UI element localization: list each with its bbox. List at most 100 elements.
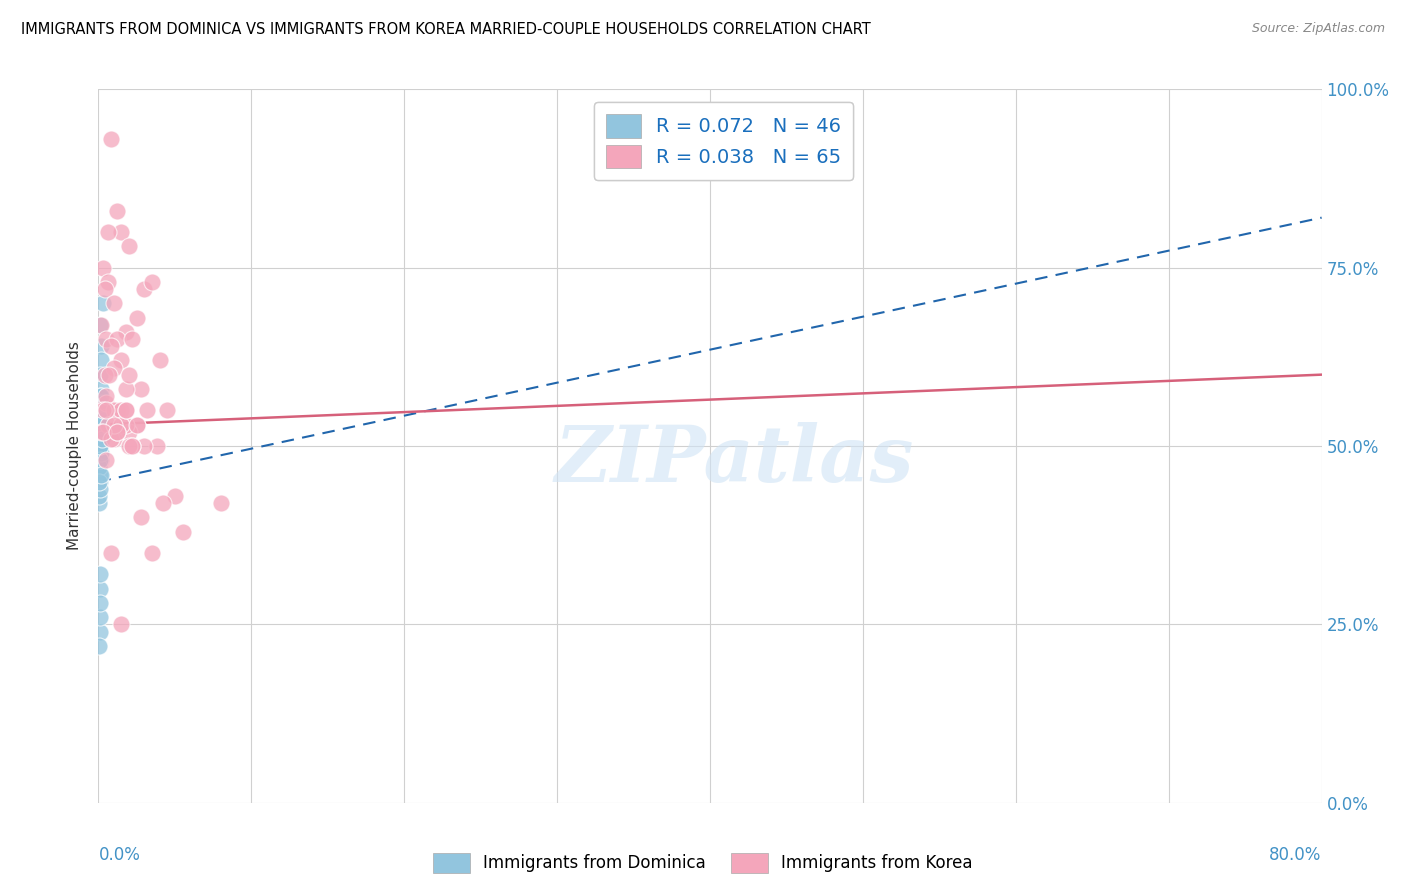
Point: [110, 403, 132, 417]
Point: [134, 282, 156, 296]
Point: [89, 482, 111, 496]
Point: [172, 524, 194, 539]
Point: [125, 417, 148, 432]
Point: [89, 489, 111, 503]
Point: [90, 396, 112, 410]
Point: [89, 425, 111, 439]
Point: [105, 332, 128, 346]
Point: [105, 425, 128, 439]
Point: [94, 403, 117, 417]
Point: [94, 453, 117, 467]
Point: [94, 332, 117, 346]
Point: [89, 368, 111, 382]
Point: [100, 546, 122, 560]
Point: [152, 496, 174, 510]
Point: [89, 403, 111, 417]
Point: [90, 467, 112, 482]
Point: [91, 296, 114, 310]
Text: 80.0%: 80.0%: [1270, 846, 1322, 863]
Point: [105, 425, 128, 439]
Point: [90, 318, 112, 332]
Point: [93, 368, 115, 382]
Point: [89, 439, 111, 453]
Point: [156, 403, 179, 417]
Point: [90, 446, 112, 460]
Point: [141, 546, 163, 560]
Point: [110, 617, 132, 632]
Point: [89, 439, 111, 453]
Point: [121, 439, 143, 453]
Point: [89, 439, 111, 453]
Point: [97, 225, 120, 239]
Point: [89, 439, 111, 453]
Legend: R = 0.072   N = 46, R = 0.038   N = 65: R = 0.072 N = 46, R = 0.038 N = 65: [595, 103, 853, 180]
Point: [125, 417, 148, 432]
Text: ZIPatlas: ZIPatlas: [555, 422, 914, 499]
Point: [89, 439, 111, 453]
Point: [125, 310, 148, 325]
Point: [163, 489, 186, 503]
Point: [129, 382, 152, 396]
Point: [94, 389, 117, 403]
Point: [115, 325, 138, 339]
Point: [89, 475, 111, 489]
Point: [90, 425, 112, 439]
Point: [89, 610, 111, 624]
Point: [136, 403, 159, 417]
Point: [115, 403, 138, 417]
Point: [90, 353, 112, 368]
Legend: Immigrants from Dominica, Immigrants from Korea: Immigrants from Dominica, Immigrants fro…: [426, 847, 980, 880]
Point: [94, 396, 117, 410]
Point: [89, 417, 111, 432]
Point: [89, 567, 111, 582]
Point: [118, 368, 141, 382]
Point: [89, 475, 111, 489]
Point: [89, 460, 111, 475]
Point: [89, 639, 111, 653]
Point: [91, 260, 114, 275]
Point: [91, 425, 114, 439]
Point: [90, 382, 112, 396]
Point: [103, 296, 125, 310]
Point: [103, 403, 125, 417]
Point: [100, 132, 122, 146]
Point: [115, 382, 138, 396]
Point: [100, 339, 122, 353]
Point: [89, 318, 111, 332]
Point: [90, 453, 112, 467]
Point: [89, 582, 111, 596]
Point: [121, 439, 143, 453]
Point: [89, 453, 111, 467]
Point: [105, 203, 128, 218]
Point: [90, 425, 112, 439]
Point: [98, 368, 121, 382]
Point: [141, 275, 163, 289]
Point: [129, 510, 152, 524]
Point: [89, 453, 111, 467]
Point: [134, 439, 156, 453]
Point: [89, 496, 111, 510]
Point: [209, 496, 232, 510]
Point: [90, 339, 112, 353]
Point: [115, 403, 138, 417]
Point: [105, 425, 128, 439]
Point: [91, 432, 114, 446]
Point: [89, 439, 111, 453]
Y-axis label: Married-couple Households: Married-couple Households: [67, 342, 83, 550]
Point: [89, 624, 111, 639]
Point: [103, 417, 125, 432]
Point: [149, 353, 172, 368]
Point: [121, 332, 143, 346]
Point: [118, 239, 141, 253]
Text: IMMIGRANTS FROM DOMINICA VS IMMIGRANTS FROM KOREA MARRIED-COUPLE HOUSEHOLDS CORR: IMMIGRANTS FROM DOMINICA VS IMMIGRANTS F…: [21, 22, 870, 37]
Point: [97, 417, 120, 432]
Point: [100, 432, 122, 446]
Point: [115, 417, 138, 432]
Point: [103, 360, 125, 375]
Point: [91, 403, 114, 417]
Point: [89, 467, 111, 482]
Point: [110, 417, 132, 432]
Point: [89, 432, 111, 446]
Point: [110, 353, 132, 368]
Point: [89, 396, 111, 410]
